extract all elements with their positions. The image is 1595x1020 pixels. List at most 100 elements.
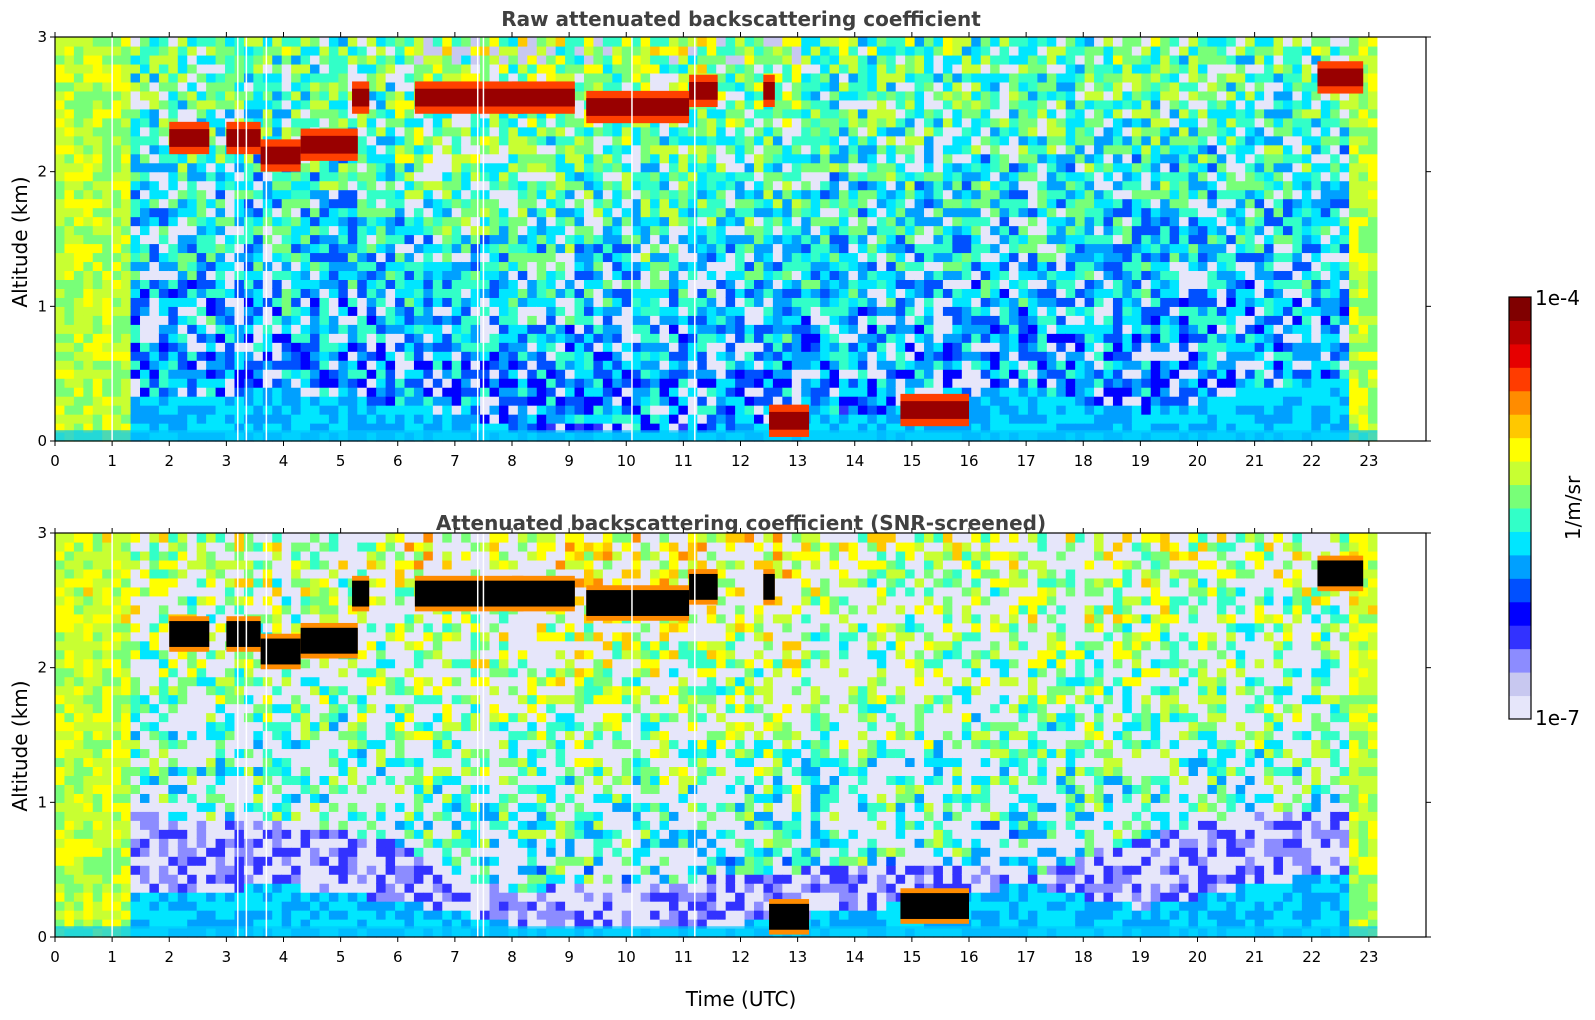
heatmap-cell	[480, 234, 491, 245]
heatmap-cell	[64, 342, 75, 352]
heatmap-cell	[149, 396, 160, 406]
heatmap-cell	[924, 37, 935, 47]
heatmap-cell	[574, 117, 585, 128]
heatmap-cell	[583, 297, 595, 307]
heatmap-cell	[536, 234, 547, 245]
heatmap-cell	[225, 423, 236, 433]
heatmap-cell	[111, 171, 122, 182]
heatmap-cell	[461, 37, 472, 47]
heatmap-cell	[593, 279, 604, 289]
heatmap-cell	[243, 279, 254, 289]
heatmap-cell	[536, 37, 547, 47]
heatmap-cell	[508, 189, 519, 200]
heatmap-cell	[546, 405, 557, 415]
heatmap-cell	[1018, 225, 1029, 236]
heatmap-cell	[319, 54, 330, 65]
heatmap-cell	[423, 243, 434, 254]
heatmap-cell	[73, 369, 84, 379]
heatmap-cell	[130, 216, 141, 227]
heatmap-cell	[990, 279, 1001, 289]
heatmap-cell	[744, 162, 755, 173]
heatmap-cell	[243, 216, 254, 227]
heatmap-cell	[498, 297, 510, 307]
heatmap-cell	[328, 162, 339, 173]
heatmap-cell	[357, 234, 368, 245]
heatmap-cell	[234, 90, 245, 101]
heatmap-cell	[83, 396, 94, 406]
heatmap-cell	[338, 72, 349, 83]
heatmap-cell	[111, 90, 122, 101]
heatmap-cell	[971, 387, 982, 397]
heatmap-cell	[102, 378, 113, 388]
heatmap-cell	[168, 108, 179, 119]
heatmap-cell	[111, 369, 122, 379]
heatmap-cell	[621, 351, 632, 361]
heatmap-cell	[140, 90, 151, 101]
heatmap-cell	[801, 117, 812, 128]
heatmap-cell	[971, 198, 982, 209]
heatmap-cell	[942, 198, 953, 209]
heatmap-cell	[820, 423, 831, 433]
heatmap-cell	[631, 63, 642, 74]
heatmap-cell	[55, 108, 66, 119]
heatmap-cell	[999, 216, 1010, 227]
heatmap-cell	[1009, 342, 1020, 352]
heatmap-cell	[555, 270, 566, 280]
heatmap-cell	[92, 207, 103, 218]
heatmap-cell	[1046, 37, 1057, 47]
heatmap-cell	[857, 423, 868, 433]
heatmap-cell	[574, 135, 585, 146]
heatmap-cell	[83, 423, 94, 433]
heatmap-cell	[121, 162, 132, 173]
heatmap-cell	[602, 306, 613, 316]
heatmap-cell	[961, 387, 972, 397]
heatmap-cell	[565, 387, 576, 397]
heatmap-cell	[735, 216, 746, 227]
heatmap-cell	[697, 126, 708, 137]
heatmap-cell	[310, 306, 321, 316]
heatmap-cell	[933, 387, 944, 397]
heatmap-cell	[357, 378, 368, 388]
heatmap-cell	[64, 387, 75, 397]
heatmap-cell	[801, 162, 812, 173]
heatmap-cell	[272, 198, 283, 209]
heatmap-cell	[593, 144, 604, 155]
heatmap-cell	[621, 45, 632, 56]
heatmap-cell	[225, 72, 236, 83]
heatmap-cell	[451, 144, 462, 155]
heatmap-cell	[914, 252, 925, 263]
heatmap-cell	[527, 378, 538, 388]
heatmap-cell	[413, 396, 424, 406]
heatmap-cell	[706, 297, 717, 307]
heatmap-cell	[140, 216, 151, 227]
heatmap-cell	[886, 315, 897, 325]
heatmap-cell	[867, 333, 878, 343]
heatmap-cell	[149, 279, 160, 289]
heatmap-cell	[215, 117, 226, 128]
heatmap-cell	[243, 270, 254, 280]
heatmap-cell	[971, 360, 982, 370]
heatmap-cell	[357, 414, 368, 424]
heatmap-cell	[791, 63, 802, 74]
heatmap-cell	[158, 351, 169, 361]
heatmap-cell	[650, 387, 661, 397]
heatmap-cell	[215, 369, 226, 379]
heatmap-cell	[848, 297, 859, 307]
heatmap-cell	[291, 198, 302, 209]
heatmap-cell	[895, 90, 906, 101]
heatmap-cell	[848, 216, 859, 227]
heatmap-cell	[1037, 396, 1048, 406]
heatmap-cell	[687, 108, 698, 119]
heatmap-cell	[357, 279, 368, 289]
heatmap-cell	[517, 387, 528, 397]
heatmap-cell	[64, 207, 75, 218]
heatmap-cell	[650, 180, 661, 191]
heatmap-cell	[83, 54, 94, 65]
heatmap-cell	[442, 225, 453, 236]
heatmap-cell	[64, 153, 75, 164]
heatmap-cell	[914, 108, 925, 119]
heatmap-cell	[121, 279, 132, 289]
heatmap-cell	[839, 378, 850, 388]
heatmap-cell	[848, 135, 859, 146]
heatmap-cell	[1018, 288, 1029, 298]
